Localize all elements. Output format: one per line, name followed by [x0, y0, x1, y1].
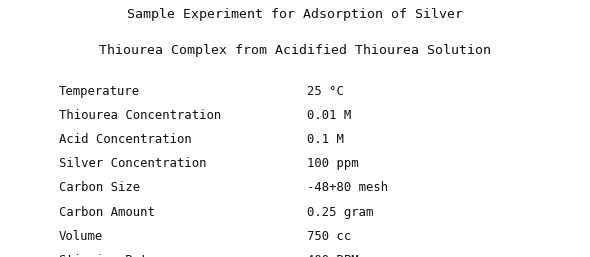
Text: Temperature: Temperature: [59, 85, 140, 98]
Text: Volume: Volume: [59, 230, 103, 243]
Text: Sample Experiment for Adsorption of Silver: Sample Experiment for Adsorption of Silv…: [127, 8, 463, 21]
Text: 0.01 M: 0.01 M: [307, 109, 351, 122]
Text: Thiourea Concentration: Thiourea Concentration: [59, 109, 221, 122]
Text: Stirring Rate: Stirring Rate: [59, 254, 155, 257]
Text: Carbon Size: Carbon Size: [59, 181, 140, 195]
Text: 100 ppm: 100 ppm: [307, 157, 359, 170]
Text: 750 cc: 750 cc: [307, 230, 351, 243]
Text: Acid Concentration: Acid Concentration: [59, 133, 192, 146]
Text: 400 RPM: 400 RPM: [307, 254, 359, 257]
Text: 0.1 M: 0.1 M: [307, 133, 343, 146]
Text: -48+80 mesh: -48+80 mesh: [307, 181, 388, 195]
Text: Silver Concentration: Silver Concentration: [59, 157, 206, 170]
Text: Carbon Amount: Carbon Amount: [59, 206, 155, 219]
Text: Thiourea Complex from Acidified Thiourea Solution: Thiourea Complex from Acidified Thiourea…: [99, 44, 491, 57]
Text: 0.25 gram: 0.25 gram: [307, 206, 373, 219]
Text: 25 °C: 25 °C: [307, 85, 343, 98]
